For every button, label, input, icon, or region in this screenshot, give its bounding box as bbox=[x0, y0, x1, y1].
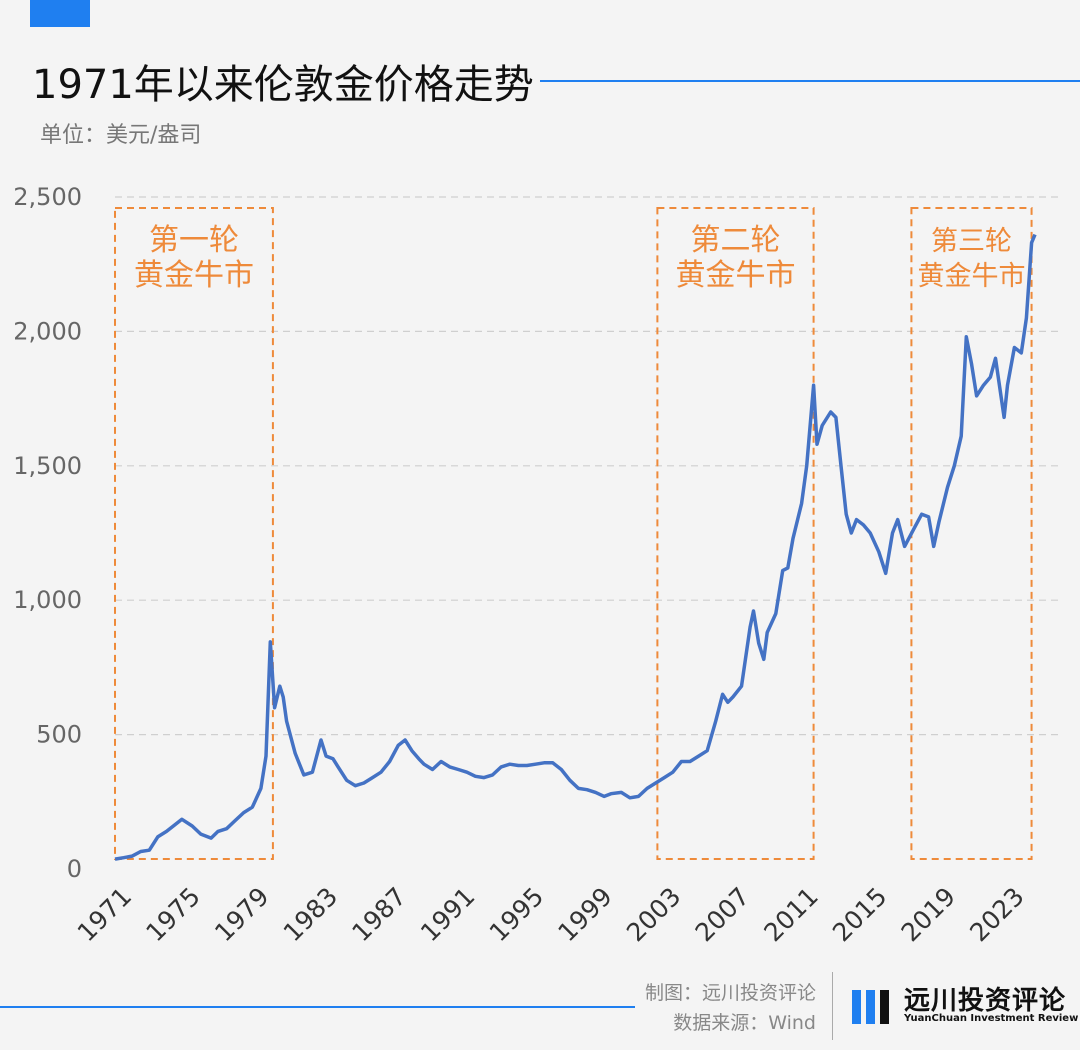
y-tick-label: 500 bbox=[36, 721, 82, 749]
price-line bbox=[114, 233, 1037, 861]
x-tick-label: 1991 bbox=[415, 882, 480, 947]
x-tick-label: 2007 bbox=[690, 882, 755, 947]
y-tick-label: 0 bbox=[67, 855, 82, 883]
footer-rule bbox=[0, 1006, 635, 1008]
x-tick-label: 2019 bbox=[896, 882, 961, 947]
x-axis-labels: 1971 1975 1979 1983 1987 1991 1995 1999 2003 2007… bbox=[72, 882, 1030, 947]
y-tick-label: 1,000 bbox=[13, 586, 82, 614]
bull-market-label: 黄金牛市 bbox=[675, 258, 795, 293]
logo-chinese-name: 远川投资评论 bbox=[904, 986, 1067, 1016]
x-tick-label: 1971 bbox=[72, 882, 137, 947]
unit-label: 单位：美元/盎司 bbox=[40, 123, 202, 148]
x-tick-label: 1983 bbox=[278, 882, 343, 947]
y-tick-label: 1,500 bbox=[13, 452, 82, 480]
logo-english-name: YuanChuan Investment Review bbox=[904, 1013, 1079, 1024]
bull-market-label: 第一轮 bbox=[149, 223, 239, 258]
bull-market-box bbox=[656, 207, 815, 860]
bull-market-label: 黄金牛市 bbox=[917, 261, 1025, 292]
y-axis-labels: 0 500 1,000 1,500 2,000 2,500 bbox=[13, 183, 82, 883]
accent-tab bbox=[30, 0, 90, 27]
brand-mark-icon bbox=[852, 990, 889, 1024]
brand-logo: 远川投资评论 YuanChuan Investment Review bbox=[852, 986, 1079, 1031]
bull-market-label: 黄金牛市 bbox=[134, 258, 254, 293]
bull-market-label: 第二轮 bbox=[690, 223, 780, 258]
x-tick-label: 1995 bbox=[484, 882, 549, 947]
bull-market-box bbox=[114, 207, 274, 860]
x-tick-label: 2015 bbox=[827, 882, 892, 947]
y-tick-label: 2,500 bbox=[13, 183, 82, 211]
footer-separator bbox=[832, 972, 833, 1040]
y-tick-label: 2,000 bbox=[13, 317, 82, 345]
x-tick-label: 2011 bbox=[758, 882, 823, 947]
bull-market-box bbox=[910, 207, 1033, 860]
x-tick-label: 1975 bbox=[140, 882, 205, 947]
x-tick-label: 1999 bbox=[552, 882, 617, 947]
bull-market-label: 第三轮 bbox=[931, 226, 1012, 257]
credit-chart: 制图：远川投资评论 bbox=[644, 982, 816, 1004]
title-rule bbox=[540, 80, 1080, 82]
x-tick-label: 2023 bbox=[964, 882, 1029, 947]
x-tick-label: 1987 bbox=[346, 882, 411, 947]
x-tick-label: 2003 bbox=[621, 882, 686, 947]
chart-title: 1971年以来伦敦金价格走势 bbox=[32, 62, 534, 108]
credits: 制图：远川投资评论 数据来源：Wind bbox=[645, 978, 816, 1038]
credit-source: 数据来源：Wind bbox=[673, 1012, 816, 1034]
x-tick-label: 1979 bbox=[209, 882, 274, 947]
